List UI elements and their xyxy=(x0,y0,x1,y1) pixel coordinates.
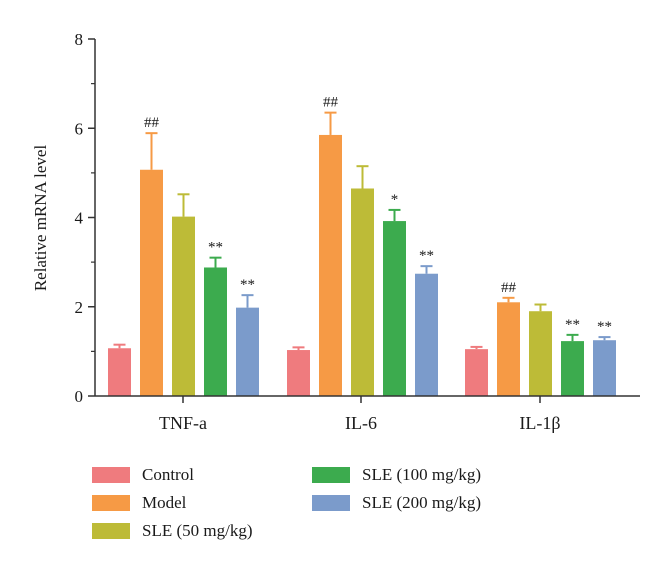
bar xyxy=(108,348,131,396)
significance-mark: ** xyxy=(208,240,223,256)
significance-mark: ** xyxy=(419,248,434,264)
bar xyxy=(236,307,259,396)
legend-swatch-sle-200 xyxy=(312,495,350,511)
bar xyxy=(204,267,227,396)
legend-swatch-control xyxy=(92,467,130,483)
bar xyxy=(140,169,163,396)
y-tick-label: 6 xyxy=(75,119,84,138)
significance-mark: ## xyxy=(323,95,339,111)
bars-layer xyxy=(108,134,616,396)
legend-label-sle-100: SLE (100 mg/kg) xyxy=(362,465,481,484)
legend-item-sle-100: SLE (100 mg/kg) xyxy=(312,464,481,486)
significance-marks-layer: ######*********** xyxy=(144,95,612,335)
bar xyxy=(319,134,342,396)
y-axis-label: Relative mRNA level xyxy=(31,145,50,292)
legend-swatch-model xyxy=(92,495,130,511)
legend: Control Model SLE (50 mg/kg) SLE (100 mg… xyxy=(92,464,552,564)
y-tick-label: 0 xyxy=(75,387,84,406)
y-tick-label: 2 xyxy=(75,298,84,317)
legend-item-model: Model xyxy=(92,492,186,514)
bar xyxy=(383,221,406,396)
significance-mark: ## xyxy=(501,280,517,296)
legend-item-control: Control xyxy=(92,464,194,486)
bar xyxy=(561,341,584,396)
bar xyxy=(497,302,520,396)
x-tick-label: IL-1β xyxy=(519,413,560,433)
x-tick-label: IL-6 xyxy=(345,413,377,433)
legend-swatch-sle-50 xyxy=(92,523,130,539)
axes-layer: 0 2 4 6 8 TNF-a IL-6 IL-1β xyxy=(75,30,640,433)
significance-mark: * xyxy=(391,192,399,208)
legend-item-sle-50: SLE (50 mg/kg) xyxy=(92,520,253,542)
y-tick-label: 8 xyxy=(75,30,84,49)
bar xyxy=(529,311,552,396)
significance-mark: ** xyxy=(565,317,580,333)
legend-label-model: Model xyxy=(142,493,187,512)
legend-label-control: Control xyxy=(142,465,194,484)
legend-label-sle-200: SLE (200 mg/kg) xyxy=(362,493,481,512)
legend-item-sle-200: SLE (200 mg/kg) xyxy=(312,492,481,514)
bar xyxy=(593,340,616,396)
bar xyxy=(287,350,310,396)
significance-mark: ## xyxy=(144,115,160,131)
bar xyxy=(351,188,374,396)
bar xyxy=(465,349,488,396)
error-bars-layer xyxy=(113,111,611,351)
bar xyxy=(415,273,438,396)
bar xyxy=(172,216,195,396)
y-tick-label: 4 xyxy=(75,209,84,228)
x-tick-label: TNF-a xyxy=(159,413,207,433)
legend-label-sle-50: SLE (50 mg/kg) xyxy=(142,521,253,540)
legend-swatch-sle-100 xyxy=(312,467,350,483)
significance-mark: ** xyxy=(597,319,612,335)
significance-mark: ** xyxy=(240,277,255,293)
